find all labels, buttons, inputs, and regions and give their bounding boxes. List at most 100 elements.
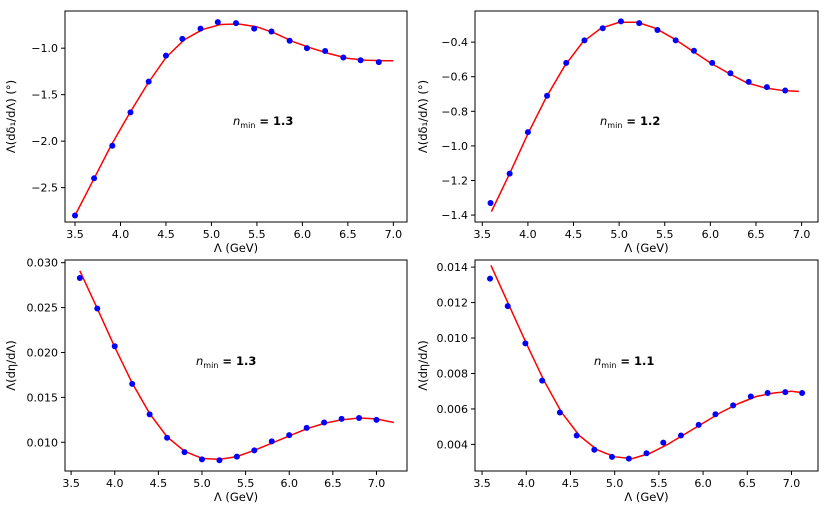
data-point xyxy=(544,92,551,99)
n-min-annotation: nmin = 1.3 xyxy=(233,114,293,130)
data-point xyxy=(782,87,789,94)
data-point xyxy=(747,393,754,400)
data-point xyxy=(268,438,275,445)
x-tick-label: 6.5 xyxy=(324,477,342,490)
data-point xyxy=(94,305,101,312)
x-tick-label: 6.5 xyxy=(739,477,757,490)
data-point xyxy=(487,199,494,206)
data-point xyxy=(233,453,240,460)
y-axis-label: Λ(dη/dΛ) xyxy=(4,340,18,390)
data-point xyxy=(162,52,169,59)
x-tick-label: 7.0 xyxy=(385,228,403,241)
data-point xyxy=(146,411,153,418)
data-point xyxy=(573,432,580,439)
x-tick-label: 7.0 xyxy=(368,477,386,490)
data-point xyxy=(745,78,752,85)
x-tick-label: 4.5 xyxy=(565,228,583,241)
data-point xyxy=(654,27,661,34)
data-point xyxy=(799,389,806,396)
y-tick-label: 0.006 xyxy=(437,403,469,416)
data-point xyxy=(643,450,650,457)
annotation-sub: min xyxy=(607,121,622,130)
annotation-value: = 1.1 xyxy=(616,354,654,368)
data-point xyxy=(522,340,529,347)
x-axis-label: Λ (GeV) xyxy=(624,241,668,255)
data-point xyxy=(179,35,186,42)
n-min-annotation: nmin = 1.1 xyxy=(594,354,654,370)
data-point xyxy=(625,455,632,462)
data-point xyxy=(695,421,702,428)
data-point xyxy=(373,416,380,423)
x-tick-label: 6.5 xyxy=(339,228,357,241)
data-point xyxy=(782,389,789,396)
data-point xyxy=(303,45,310,52)
x-tick-label: 6.0 xyxy=(702,228,720,241)
data-point xyxy=(539,377,546,384)
y-tick-label: −2.5 xyxy=(31,182,58,195)
data-point xyxy=(581,37,588,44)
y-tick-label: 0.010 xyxy=(437,332,469,345)
x-tick-label: 5.0 xyxy=(610,228,628,241)
annotation-n: n xyxy=(600,114,607,128)
data-point xyxy=(72,212,79,219)
y-tick-label: −1.2 xyxy=(441,174,468,187)
x-tick-label: 4.5 xyxy=(150,477,168,490)
x-tick-label: 6.5 xyxy=(747,228,765,241)
y-tick-label: −0.4 xyxy=(441,36,468,49)
data-point xyxy=(636,20,643,27)
annotation-sub: min xyxy=(203,361,218,370)
annotation-value: = 1.3 xyxy=(255,114,293,128)
data-point xyxy=(375,59,382,66)
data-point xyxy=(251,25,258,32)
data-point xyxy=(322,47,329,54)
panel-top-left: 3.5 4.0 4.5 5.0 5.5 6.0 6.5 7.0 −2.5 −2.0 −1.5 −1.0… xyxy=(4,10,408,255)
y-tick-label: −1.5 xyxy=(31,89,58,102)
data-point xyxy=(672,37,679,44)
data-point xyxy=(198,456,205,463)
n-min-annotation: nmin = 1.2 xyxy=(600,114,660,130)
data-point xyxy=(504,303,511,310)
y-tick-label: 0.014 xyxy=(437,261,469,274)
x-tick-label: 5.5 xyxy=(248,228,266,241)
data-point xyxy=(164,434,171,441)
data-point xyxy=(556,409,563,416)
y-tick-label: −1.0 xyxy=(31,42,58,55)
y-axis-label: Λ(dδ₁/dΛ) (°) xyxy=(4,80,18,153)
x-tick-label: 7.0 xyxy=(783,477,801,490)
annotation-value: = 1.2 xyxy=(622,114,660,128)
data-point xyxy=(145,78,152,85)
axes-frame xyxy=(474,259,819,472)
data-point xyxy=(356,415,363,422)
y-tick-label: 0.015 xyxy=(27,391,59,404)
data-point xyxy=(617,18,624,25)
data-point xyxy=(197,25,204,32)
y-tick-label: 0.020 xyxy=(27,346,59,359)
data-point xyxy=(214,19,221,26)
panel-bottom-left: 3.5 4.0 4.5 5.0 5.5 6.0 6.5 7.0 0.010 0.015 0.020 0… xyxy=(4,257,408,504)
x-tick-label: 4.5 xyxy=(562,477,580,490)
x-tick-label: 5.0 xyxy=(606,477,624,490)
data-point xyxy=(660,439,667,446)
x-tick-label: 3.5 xyxy=(62,477,80,490)
data-point xyxy=(216,457,223,464)
data-point xyxy=(591,446,598,453)
y-tick-label: 0.030 xyxy=(27,257,59,270)
x-tick-label: 3.5 xyxy=(473,477,491,490)
data-point xyxy=(563,59,570,66)
x-tick-label: 6.0 xyxy=(294,228,312,241)
data-point xyxy=(340,54,347,61)
y-tick-label: 0.025 xyxy=(27,302,59,315)
y-tick-label: −1.0 xyxy=(441,140,468,153)
data-point xyxy=(268,28,275,35)
data-point xyxy=(321,419,328,426)
x-tick-label: 4.0 xyxy=(112,228,130,241)
x-tick-label: 5.0 xyxy=(203,228,221,241)
data-point xyxy=(487,275,494,282)
x-tick-label: 5.0 xyxy=(193,477,211,490)
annotation-value: = 1.3 xyxy=(218,354,256,368)
x-tick-label: 6.0 xyxy=(280,477,298,490)
data-point xyxy=(524,129,531,136)
x-tick-label: 5.5 xyxy=(656,228,674,241)
x-tick-label: 5.5 xyxy=(237,477,255,490)
data-point xyxy=(111,343,118,350)
